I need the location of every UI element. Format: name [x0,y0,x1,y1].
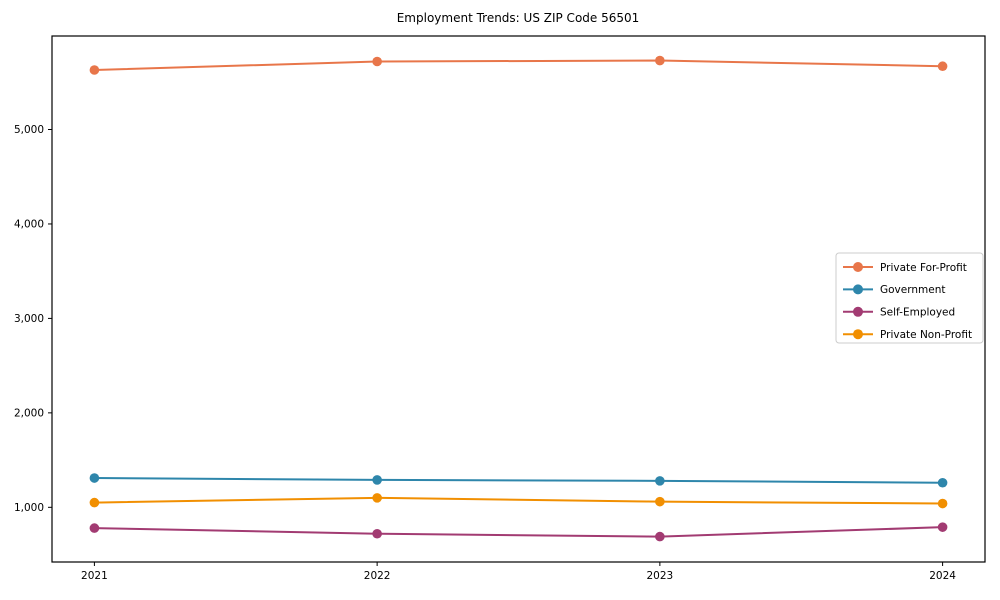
legend-marker-government [853,284,863,295]
x-tick-label: 2023 [646,570,673,582]
data-point-self-employed-2021 [89,523,100,533]
data-point-private-non-profit-2023 [655,496,665,507]
data-point-self-employed-2022 [372,528,382,539]
y-tick-label: 5,000 [14,124,44,136]
data-point-government-2021 [89,473,100,483]
data-point-private-non-profit-2022 [372,493,382,503]
data-point-private-for-profit-2022 [372,56,382,67]
data-point-private-for-profit-2024 [937,61,948,72]
legend-label-self-employed: Self-Employed [880,307,955,319]
data-point-private-non-profit-2021 [89,497,100,508]
y-tick-label: 2,000 [14,407,44,419]
data-point-private-for-profit-2021 [89,65,100,75]
series-line-private-non-profit [93,496,944,505]
data-point-private-for-profit-2023 [655,55,665,66]
x-tick-label: 2021 [81,570,108,582]
series-line-private-for-profit [93,59,944,72]
chart-title: Employment Trends: US ZIP Code 56501 [397,11,640,25]
legend-marker-private-non-profit [853,329,863,340]
legend-label-government: Government [880,284,945,296]
plot-area: 1,000 2,000 3,000 4,000 5,000 2021 2022 2023 202… [14,35,986,582]
legend: Private For-Profit Government Self-Employe… [835,252,984,344]
data-point-private-non-profit-2024 [937,498,948,509]
data-point-self-employed-2024 [937,522,948,532]
data-point-self-employed-2023 [655,531,665,542]
x-tick-label: 2022 [364,570,391,582]
legend-box [835,252,984,344]
plot-border [51,35,986,563]
y-tick-label: 3,000 [14,313,44,325]
y-tick-label: 1,000 [14,502,44,514]
data-point-government-2023 [655,476,665,486]
y-tick-label: 4,000 [14,218,44,230]
x-tick-label: 2024 [929,570,956,582]
data-point-government-2024 [937,477,948,488]
series-line-self-employed [93,526,944,538]
legend-label-private-non-profit: Private Non-Profit [880,329,972,341]
series-line-government [93,477,944,484]
legend-marker-self-employed [853,306,863,317]
legend-marker-private-for-profit [853,262,863,272]
legend-label-private-for-profit: Private For-Profit [880,262,967,274]
data-point-government-2022 [372,475,382,485]
